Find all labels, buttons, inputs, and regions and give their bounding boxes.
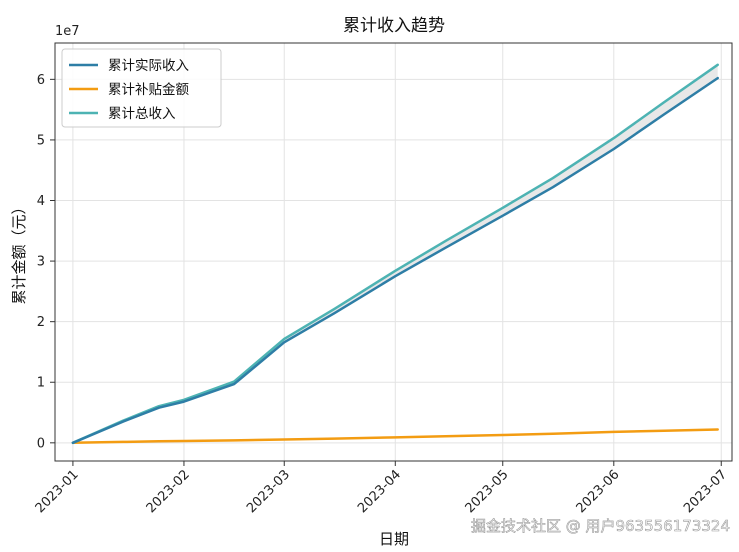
line-actual-income [71,76,719,445]
x-axis-title: 日期 [379,530,409,548]
y-tick-label: 1 [37,376,45,391]
y-tick-label: 5 [37,133,45,148]
legend-label-total-income: 累计总收入 [108,106,176,122]
y-axis-ticks: 0 1 2 3 4 5 6 [37,73,55,451]
line-subsidy [71,428,719,445]
y-tick-label: 4 [37,194,45,209]
watermark: 掘金技术社区 @ 用户963556173324 [471,517,730,535]
legend-label-subsidy: 累计补贴金额 [108,82,189,98]
y-offset-label: 1e7 [55,24,80,39]
series-lines [71,63,719,445]
grid [55,43,732,461]
y-tick-label: 2 [37,315,45,330]
y-tick-label: 0 [37,436,45,451]
legend: 累计实际收入 累计补贴金额 累计总收入 [61,48,222,128]
legend-label-actual-income: 累计实际收入 [108,58,189,74]
y-axis-title: 累计金额（元） [10,199,28,304]
line-total-income [71,63,719,445]
y-tick-label: 3 [37,255,45,270]
y-tick-label: 6 [37,73,45,88]
axes-frame [54,42,733,462]
chart-title: 累计收入趋势 [343,16,445,36]
legend-box [61,48,222,128]
